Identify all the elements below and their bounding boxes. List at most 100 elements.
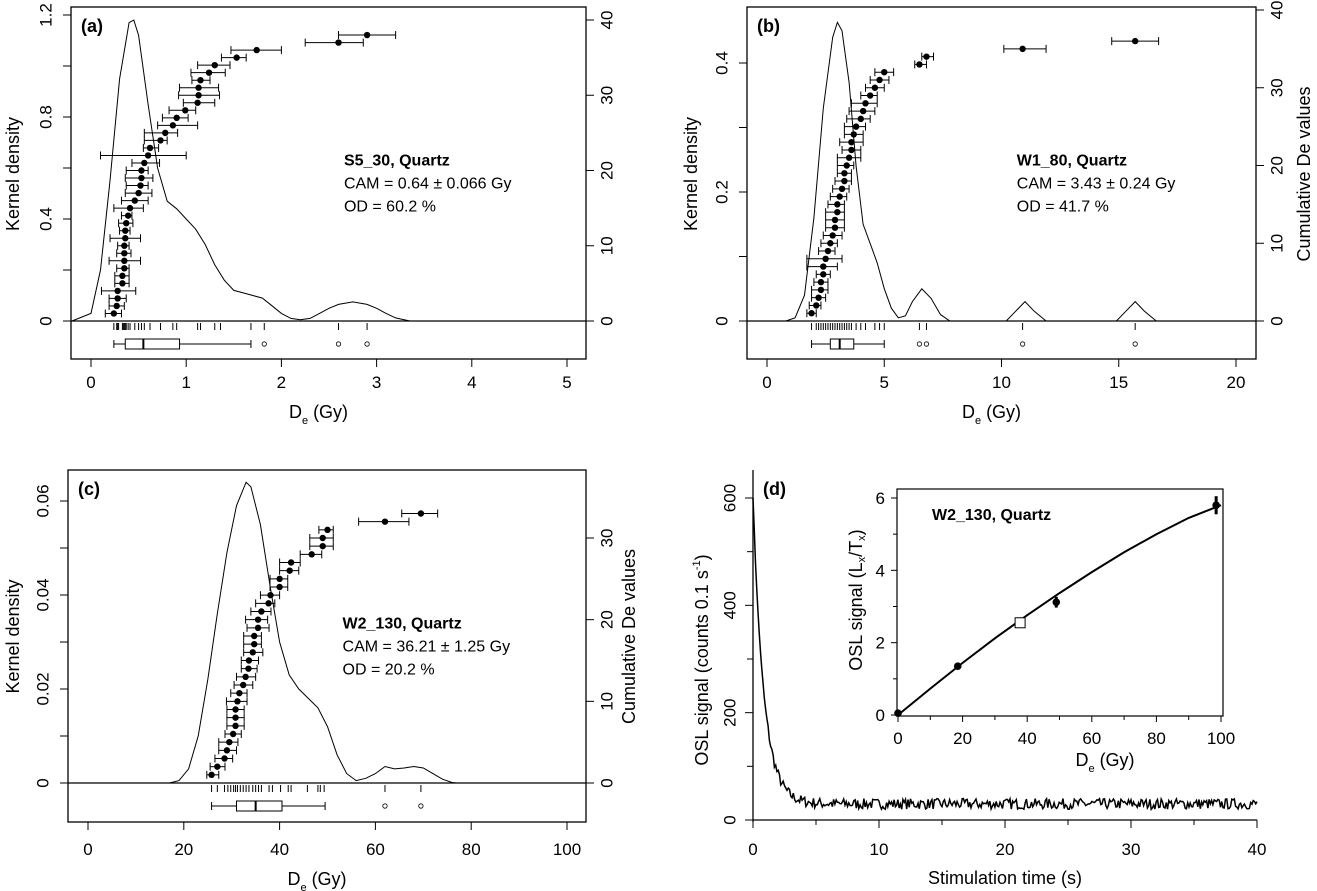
y2-tick-label: 10 [1267, 234, 1286, 253]
panel-label: (a) [81, 16, 103, 36]
data-point [239, 681, 247, 689]
boxplot-outlier [335, 341, 342, 347]
sample-label: S5_30, Quartz [344, 152, 450, 169]
de-point [250, 607, 272, 616]
de-point [225, 697, 248, 706]
sample-label: W1_80, Quartz [1017, 152, 1127, 169]
data-point [135, 189, 142, 197]
inset-x-tick-label: 60 [1082, 729, 1101, 748]
data-point [119, 272, 126, 280]
de-point [843, 130, 864, 139]
de-point [120, 196, 149, 205]
de-point [190, 68, 226, 77]
de-point [839, 138, 864, 147]
y-label-suffix: ) [692, 554, 712, 560]
y-axis-label: Kernel density [681, 117, 701, 231]
data-point [834, 201, 841, 208]
data-point [251, 632, 258, 640]
data-point [138, 174, 145, 182]
data-point [417, 510, 425, 517]
inset-data-point [1212, 496, 1220, 515]
de-point [818, 247, 836, 256]
de-point [338, 31, 397, 40]
de-point [243, 632, 262, 640]
y-tick-label: 0.4 [36, 207, 55, 231]
de-point [813, 278, 829, 287]
data-point [124, 212, 132, 219]
de-point [124, 189, 153, 198]
x-label-sub: e [300, 882, 306, 891]
de-point [811, 285, 829, 294]
data-point [363, 31, 371, 39]
de-point [846, 114, 871, 123]
x-tick-label: 5 [562, 373, 571, 392]
de-point [230, 689, 248, 698]
boxplot-box [235, 800, 283, 812]
data-point [195, 92, 202, 99]
de-point [108, 294, 127, 303]
x-tick-label: 0 [762, 373, 771, 392]
data-point [229, 730, 237, 738]
data-point [197, 77, 204, 84]
data-point [236, 689, 243, 697]
data-point [827, 240, 834, 247]
de-point [243, 640, 262, 649]
de-point [869, 75, 890, 84]
de-point [848, 107, 876, 116]
de-point [864, 83, 885, 92]
de-point [230, 46, 282, 55]
de-point [161, 113, 189, 122]
data-point [122, 227, 129, 234]
panel-label: (b) [757, 16, 780, 36]
data-point [234, 698, 241, 705]
de-point [827, 200, 845, 209]
regenerated-point [953, 662, 962, 670]
cam-value: CAM = 3.43 ± 0.24 Gy [1017, 175, 1176, 192]
data-point [221, 755, 228, 762]
data-point [208, 771, 215, 779]
panel-label: (d) [763, 479, 786, 499]
kde-curve [169, 481, 457, 784]
de-point [269, 583, 289, 591]
data-point [253, 46, 260, 54]
inset-y-label-part: ) [846, 529, 866, 535]
data-point [287, 559, 295, 566]
x-tick-label: 5 [880, 373, 889, 392]
x-axis-label: De (Gy) [289, 402, 348, 427]
data-point [232, 714, 239, 721]
boxplot-outlier [1020, 341, 1026, 347]
data-point [862, 100, 869, 107]
inset-x-tick-label: 20 [953, 729, 972, 748]
de-point [921, 52, 934, 61]
x-label-main: D [962, 402, 975, 422]
y-axis-label: Kernel density [3, 117, 23, 231]
de-point [299, 550, 323, 559]
data-point [916, 61, 923, 68]
data-point [114, 295, 121, 302]
de-point [191, 76, 211, 85]
data-point [126, 204, 134, 212]
de-point [279, 558, 301, 567]
x-label-suffix: (Gy) [981, 402, 1021, 422]
y2-tick-label: 40 [597, 11, 616, 30]
inset-x-tick-label: 100 [1207, 729, 1235, 748]
y-tick-label: 0 [712, 316, 731, 325]
x-label-sub: e [975, 415, 981, 427]
de-point [245, 615, 269, 624]
x-tick-label: 0 [86, 373, 95, 392]
data-point [121, 250, 128, 257]
data-point [265, 600, 272, 607]
y2-tick-label: 30 [1267, 78, 1286, 97]
de-point [224, 730, 242, 738]
y2-tick-label: 20 [597, 610, 616, 629]
panel-c: 0 0.02 0.04 0.06 0 10 20 30 0 20 40 60 80 100 Kernel d… [3, 469, 639, 891]
data-point [841, 170, 848, 177]
de-point [843, 122, 866, 131]
de-point [116, 249, 132, 258]
y2-axis-label: Cumulative De values [1294, 86, 1314, 261]
kde-curve [785, 21, 1157, 322]
data-point [251, 640, 258, 648]
x-label-sub: e [302, 415, 308, 427]
inset-x-tick-label: 40 [1018, 729, 1037, 748]
